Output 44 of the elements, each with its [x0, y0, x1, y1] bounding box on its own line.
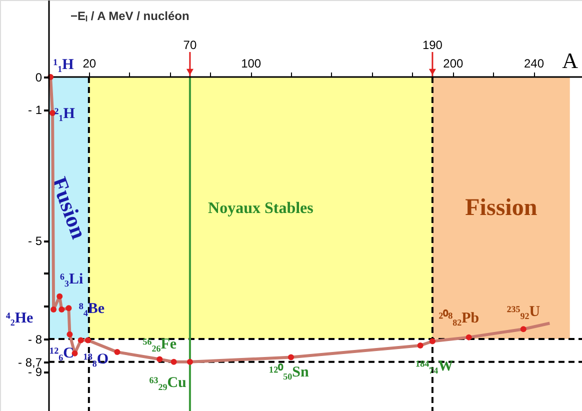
annotation: ⁸₄Be: [78, 301, 105, 318]
y-tick-label: - 1: [28, 103, 42, 118]
point: [466, 334, 472, 340]
band-label: Fission: [465, 194, 538, 221]
point: [66, 331, 73, 338]
point: [58, 306, 65, 312]
point: [66, 305, 72, 312]
point: [78, 337, 84, 344]
x-tick-label: 240: [524, 56, 544, 70]
point: [56, 293, 63, 300]
band-label: Fusion: [46, 174, 92, 242]
y-axis-title: −Eₗ / A MeV / nucléon: [70, 9, 190, 23]
annotation: ²³⁵₉₂U: [506, 304, 540, 320]
y-tick-label: - 5: [28, 234, 42, 248]
point: [114, 349, 120, 356]
point: [429, 338, 436, 344]
point: [417, 342, 424, 348]
annotation: ²⁰⁸₈₂Pb: [438, 308, 480, 326]
annotation: ¹₁H: [53, 56, 74, 73]
x-tick-label: 100: [241, 56, 262, 70]
annotation: ¹⁸⁴₇₄W: [416, 358, 454, 374]
point: [170, 358, 177, 365]
point: [520, 326, 526, 332]
annotation: ⁴₂He: [6, 310, 34, 326]
annotation: ¹⁸₈O: [83, 351, 108, 368]
ref-line-label: 190: [422, 38, 443, 52]
ref-line-label: 70: [183, 38, 197, 52]
annotation: ⁶³₂₉Cu: [149, 374, 186, 391]
y-tick-label: - 8: [28, 332, 42, 346]
annotation: ¹²₆C: [50, 345, 74, 362]
point: [186, 358, 193, 365]
x-tick-label: 200: [443, 56, 464, 70]
point: [50, 306, 57, 312]
point: [84, 337, 91, 344]
annotation: ⁵⁶₂₆Fe: [142, 336, 177, 352]
annotation: ²₁H: [54, 106, 76, 122]
point: [156, 356, 163, 362]
band-label: Noyaux Stables: [208, 200, 314, 217]
annotation: ¹²⁰₅₀Sn: [269, 362, 310, 380]
annotation: ⁶₃Li: [60, 271, 84, 288]
y-tick-label: 0: [35, 70, 42, 84]
x-tick-label: 20: [82, 56, 96, 70]
x-axis-title: A: [562, 48, 578, 73]
point: [288, 354, 294, 360]
